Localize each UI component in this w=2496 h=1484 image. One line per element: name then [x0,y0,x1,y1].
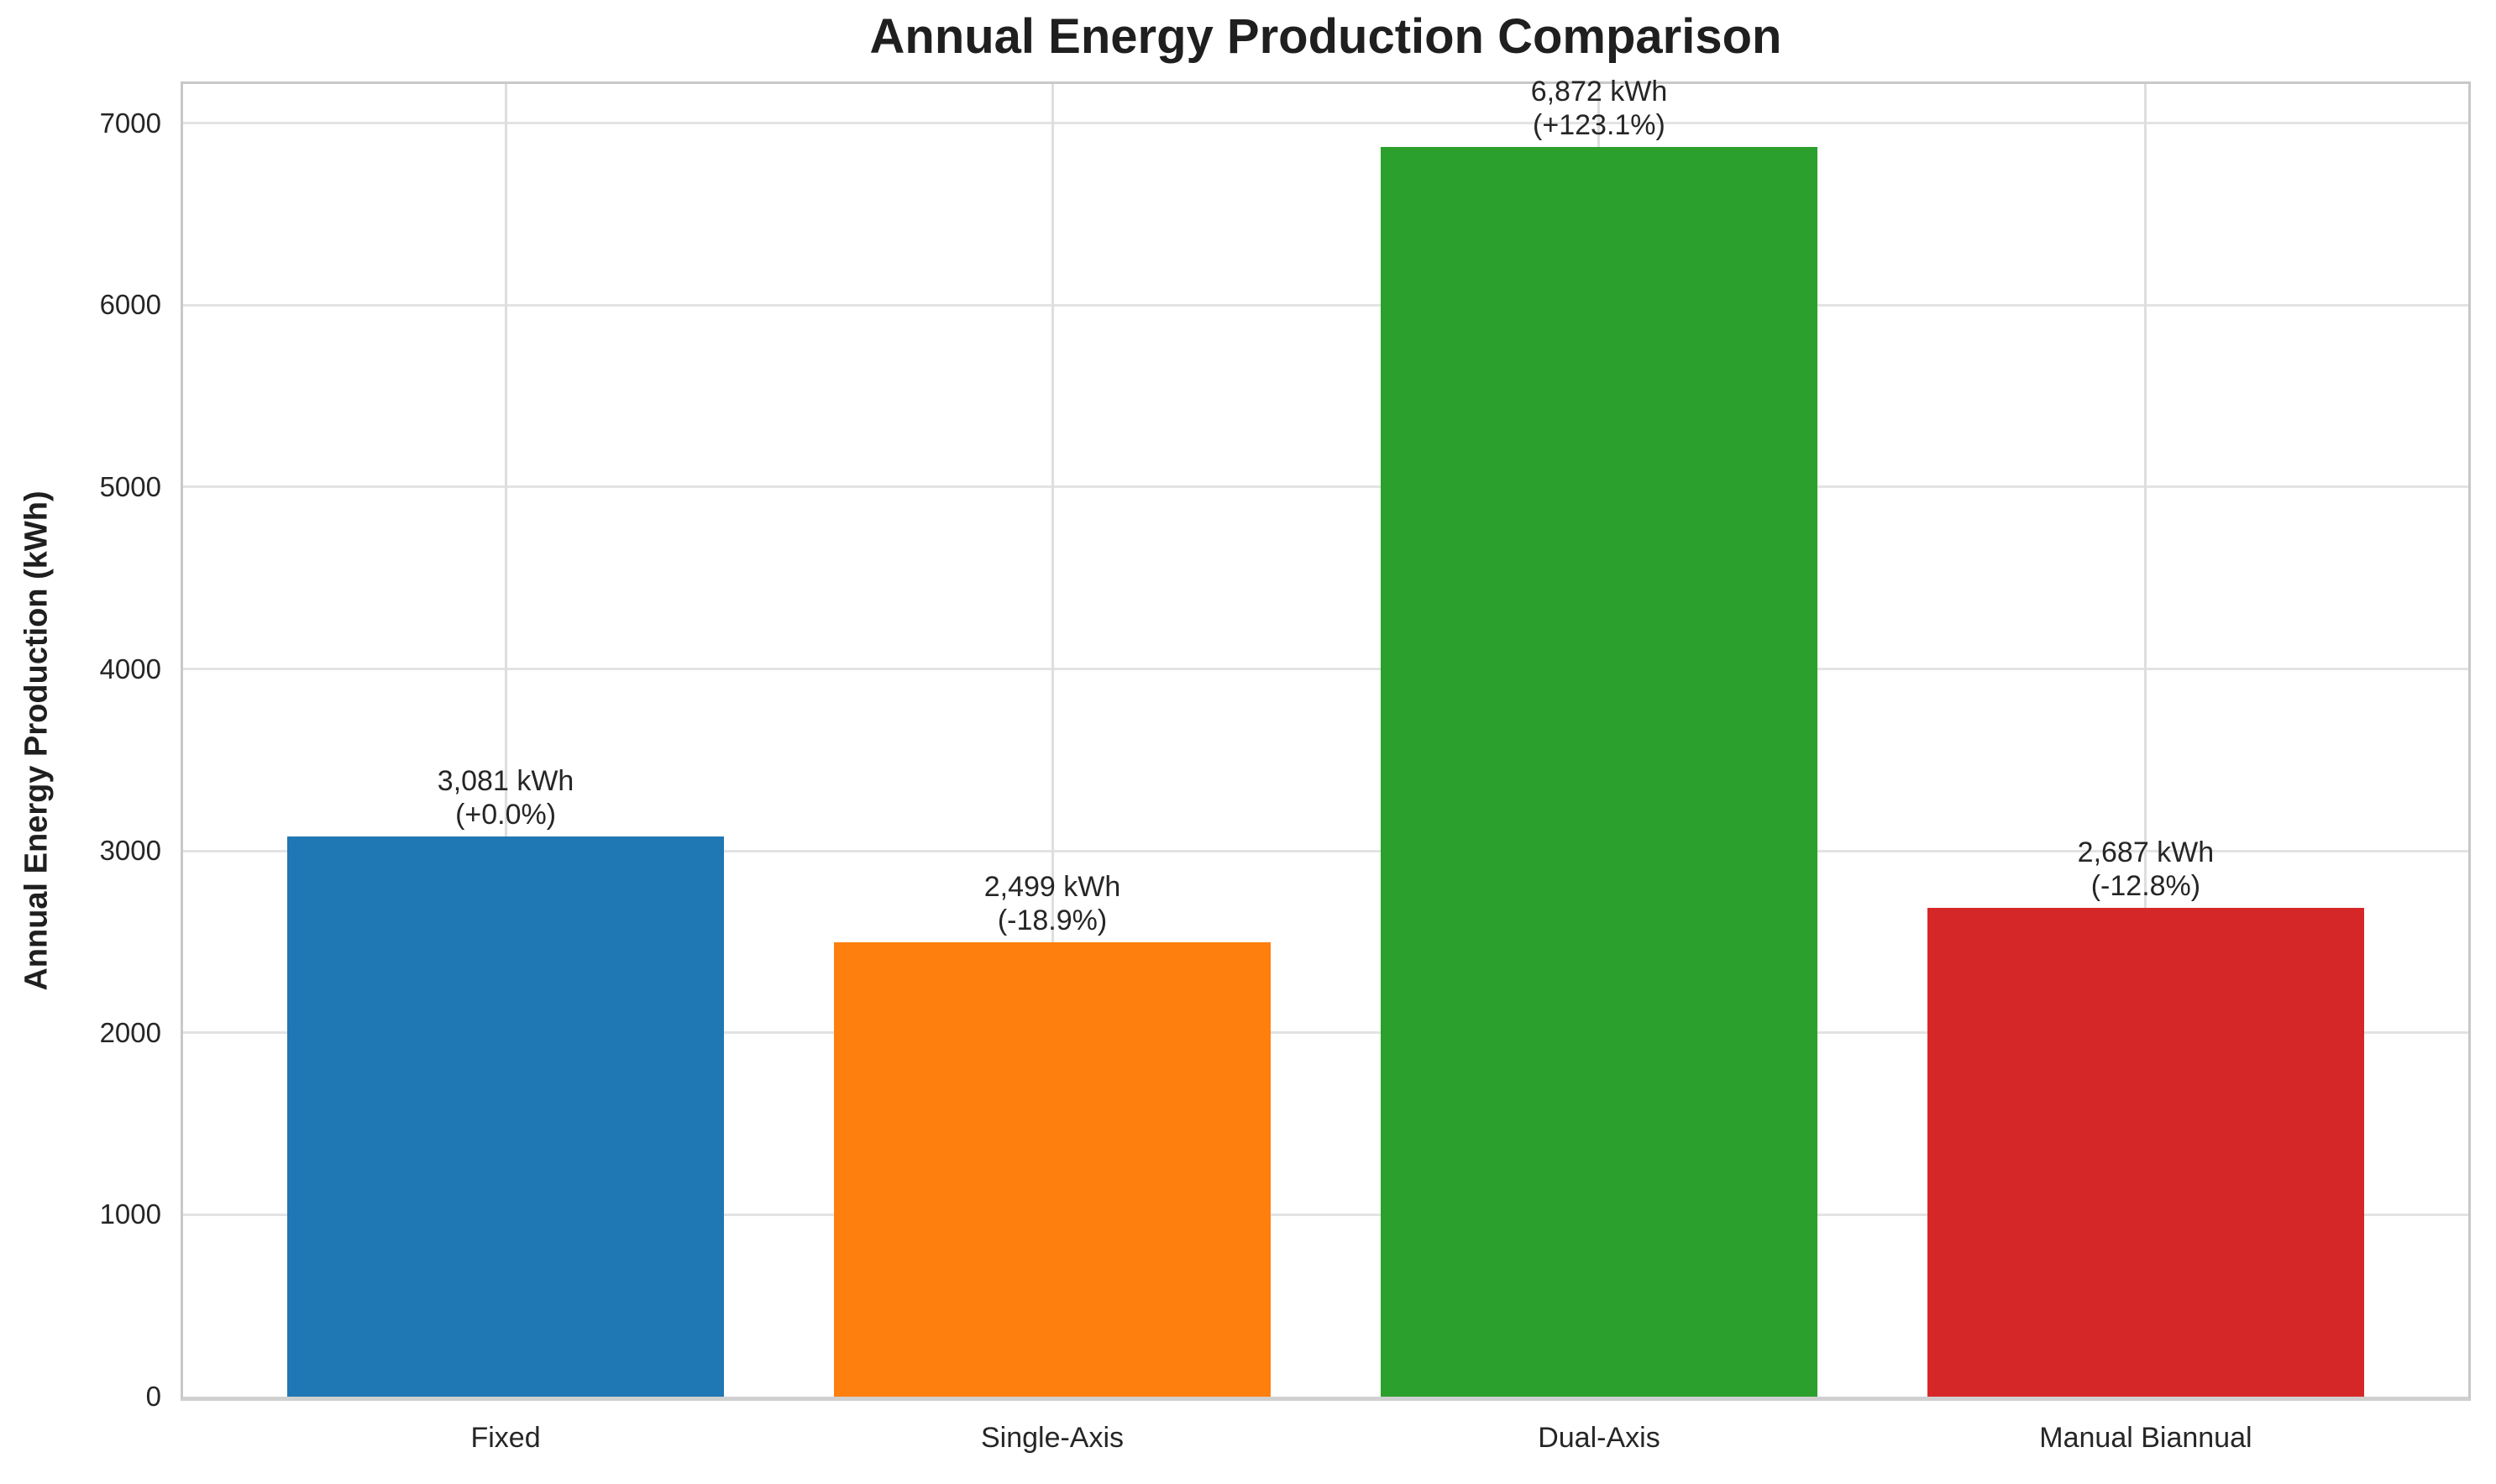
bar-value-label: 6,872 kWh (+123.1%) [1339,75,1859,142]
y-tick-label: 4000 [99,653,161,684]
bar-value-line: 3,081 kWh [437,764,574,797]
bar-manual-biannual [1927,908,2365,1397]
y-tick-label: 0 [145,1381,161,1412]
gridline-horizontal [183,485,2468,489]
gridline-horizontal [183,122,2468,125]
bar-value-line: 2,499 kWh [983,870,1121,903]
x-tick-label: Manual Biannual [2039,1422,2252,1454]
bar-pct-line: (-18.9%) [997,904,1108,936]
bar-pct-line: (-12.8%) [2090,870,2201,902]
bar-pct-line: (+0.0%) [455,798,557,831]
y-axis-label: Annual Energy Production (kWh) [18,490,55,991]
bar-value-label: 3,081 kWh (+0.0%) [245,764,766,831]
bar-value-line: 2,687 kWh [2077,836,2215,868]
chart-title: Annual Energy Production Comparison [869,9,1782,64]
y-tick-label: 2000 [99,1016,161,1048]
bar-value-line: 6,872 kWh [1530,75,1668,107]
bar-pct-line: (+123.1%) [1533,108,1665,141]
bar-value-label: 2,499 kWh (-18.9%) [792,870,1313,937]
y-tick-label: 3000 [99,835,161,867]
bar-single-axis [833,941,1272,1397]
x-tick-label: Single-Axis [980,1422,1125,1454]
gridline-horizontal [183,1213,2468,1216]
bar-value-label: 2,687 kWh (-12.8%) [1885,836,2406,903]
y-tick-label: 1000 [99,1198,161,1230]
y-tick-label: 7000 [99,107,161,139]
y-tick-label: 6000 [99,289,161,321]
bar-dual-axis [1380,146,1818,1397]
gridline-horizontal [183,1031,2468,1035]
gridline-vertical [1051,84,1054,1397]
bar-fixed [286,836,725,1397]
gridline-vertical [2144,84,2147,1397]
x-tick-label: Fixed [470,1422,541,1454]
gridline-horizontal [183,303,2468,307]
x-tick-label: Dual-Axis [1538,1422,1660,1454]
gridline-horizontal [183,668,2468,671]
gridline-horizontal [183,849,2468,852]
gridline-vertical [504,84,507,1397]
y-tick-label: 5000 [99,470,161,502]
plot-area: 3,081 kWh (+0.0%) 2,499 kWh (-18.9%) 6,872 k… [181,76,2471,1401]
